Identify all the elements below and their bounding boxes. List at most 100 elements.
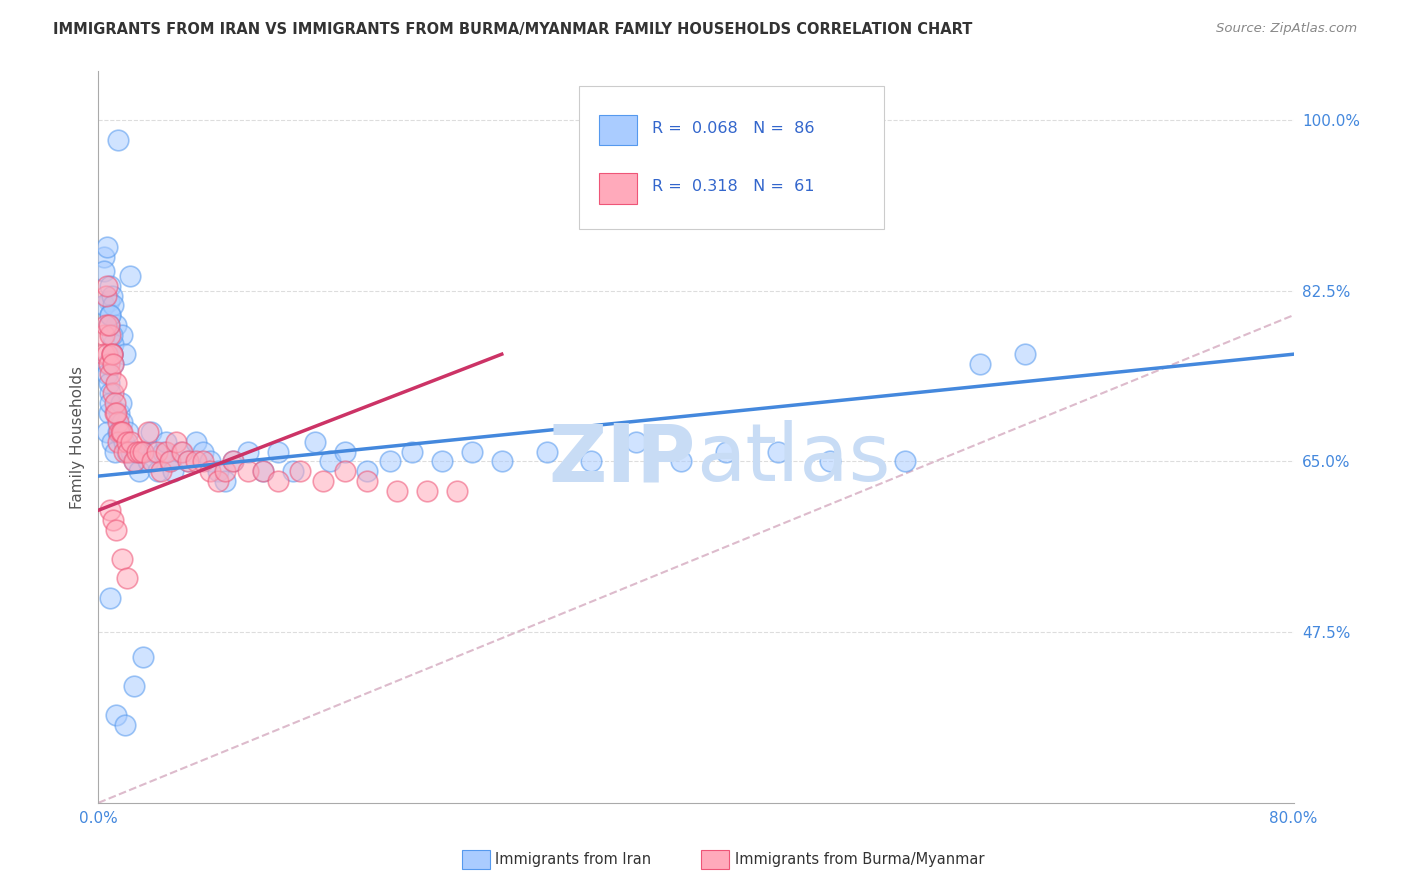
FancyBboxPatch shape [599, 114, 637, 145]
Point [969, 357, 991, 371]
Point [103, 513, 125, 527]
Point [356, 474, 378, 488]
Point [267, 474, 290, 488]
Point [461, 444, 484, 458]
Point [177, 454, 200, 468]
Point [118, 269, 141, 284]
Point [581, 454, 603, 468]
Point [184, 434, 207, 449]
Point [94, 288, 117, 302]
Point [669, 454, 692, 468]
Point [112, 444, 135, 458]
Point [98, 503, 122, 517]
Point [98, 386, 122, 401]
Point [124, 454, 146, 468]
Point [159, 454, 181, 468]
Point [101, 288, 124, 302]
Point [101, 347, 124, 361]
Point [236, 464, 259, 478]
Point [333, 444, 356, 458]
Point [98, 591, 122, 605]
Point [162, 464, 184, 478]
Point [105, 406, 128, 420]
Point [1014, 347, 1036, 361]
Point [101, 434, 124, 449]
FancyBboxPatch shape [700, 849, 730, 870]
Point [110, 425, 132, 440]
Point [101, 327, 124, 342]
Point [319, 454, 342, 468]
Point [103, 386, 125, 401]
Text: ZIP: ZIP [548, 420, 696, 498]
Point [117, 425, 139, 440]
Point [98, 367, 122, 381]
Point [105, 523, 128, 537]
Point [252, 464, 274, 478]
Point [136, 425, 159, 440]
Point [236, 444, 259, 458]
Point [117, 444, 139, 458]
Point [105, 376, 128, 391]
Point [96, 240, 118, 254]
FancyBboxPatch shape [579, 86, 883, 228]
Point [142, 444, 165, 458]
FancyBboxPatch shape [599, 173, 637, 203]
Point [378, 454, 401, 468]
Point [101, 347, 124, 361]
Point [93, 264, 115, 278]
Point [107, 434, 129, 449]
Point [536, 444, 558, 458]
Point [96, 279, 118, 293]
Point [97, 293, 120, 308]
Point [98, 279, 122, 293]
Point [128, 464, 150, 478]
Point [98, 327, 122, 342]
Point [129, 444, 152, 458]
Point [267, 444, 290, 458]
Point [124, 679, 146, 693]
Point [416, 483, 439, 498]
Point [169, 444, 191, 458]
Point [111, 425, 134, 440]
Point [115, 444, 138, 458]
Point [115, 434, 138, 449]
Point [97, 318, 120, 332]
Point [132, 444, 155, 458]
Point [107, 416, 129, 430]
FancyBboxPatch shape [461, 849, 491, 870]
Point [96, 347, 118, 361]
Point [177, 454, 200, 468]
Point [98, 396, 122, 410]
Point [103, 357, 125, 371]
Point [98, 308, 122, 322]
Point [97, 406, 120, 420]
Point [152, 444, 174, 458]
Point [172, 444, 194, 458]
Point [252, 464, 274, 478]
Point [385, 483, 409, 498]
Point [159, 454, 181, 468]
Point [766, 444, 789, 458]
Point [311, 474, 333, 488]
Point [103, 337, 125, 351]
Point [626, 434, 648, 449]
Point [145, 444, 167, 458]
Point [214, 464, 236, 478]
Point [93, 298, 115, 312]
Point [333, 464, 356, 478]
Point [714, 444, 737, 458]
Point [115, 572, 138, 586]
Point [184, 454, 207, 468]
Point [114, 347, 136, 361]
Point [108, 425, 131, 440]
Text: Source: ZipAtlas.com: Source: ZipAtlas.com [1216, 22, 1357, 36]
Point [148, 464, 170, 478]
Point [104, 444, 127, 458]
Point [150, 464, 173, 478]
Point [107, 425, 129, 440]
Point [820, 454, 842, 468]
Point [155, 434, 177, 449]
Point [191, 454, 214, 468]
Point [105, 318, 128, 332]
Point [103, 298, 125, 312]
